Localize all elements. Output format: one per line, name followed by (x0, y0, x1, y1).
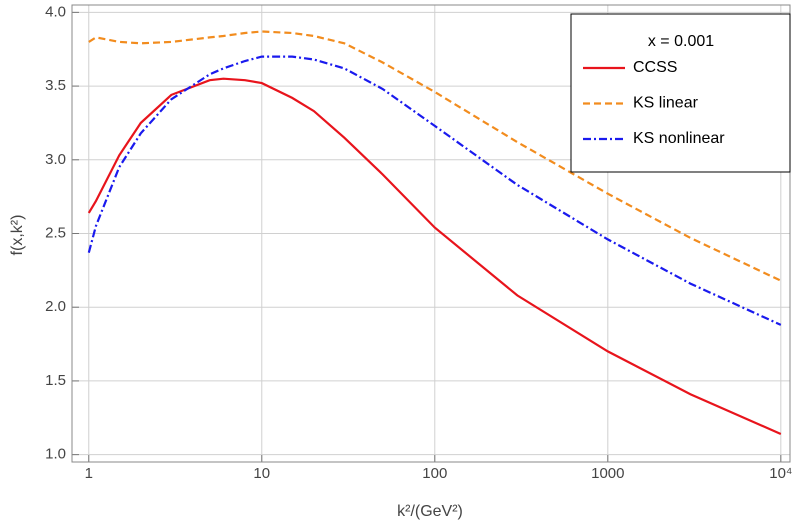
y-tick-label: 1.5 (45, 372, 66, 389)
y-tick-label: 4.0 (45, 3, 66, 20)
y-tick-label: 1.0 (45, 446, 66, 463)
legend-title: x = 0.001 (648, 33, 714, 50)
x-tick-label: 1000 (591, 465, 624, 482)
x-tick-label: 1 (85, 465, 93, 482)
legend-label: KS nonlinear (633, 130, 725, 147)
y-tick-label: 2.5 (45, 224, 66, 241)
plot-frame (71, 4, 791, 463)
series-line (87, 77, 782, 436)
series-line (88, 30, 782, 282)
y-tick-label: 2.0 (45, 298, 66, 315)
y-axis-label: f(x,k²) (9, 215, 26, 256)
legend-label: CCSS (633, 59, 677, 76)
y-tick-label: 3.5 (45, 77, 66, 94)
series-line (87, 55, 782, 326)
x-axis-label: k²/(GeV²) (397, 503, 463, 520)
legend-box (570, 13, 791, 173)
legend-label: KS linear (633, 95, 699, 112)
y-tick-label: 3.0 (45, 151, 66, 168)
x-tick-label: 10 (253, 465, 270, 482)
x-tick-label: 100 (422, 465, 447, 482)
x-tick-label: 10⁴ (769, 465, 792, 482)
